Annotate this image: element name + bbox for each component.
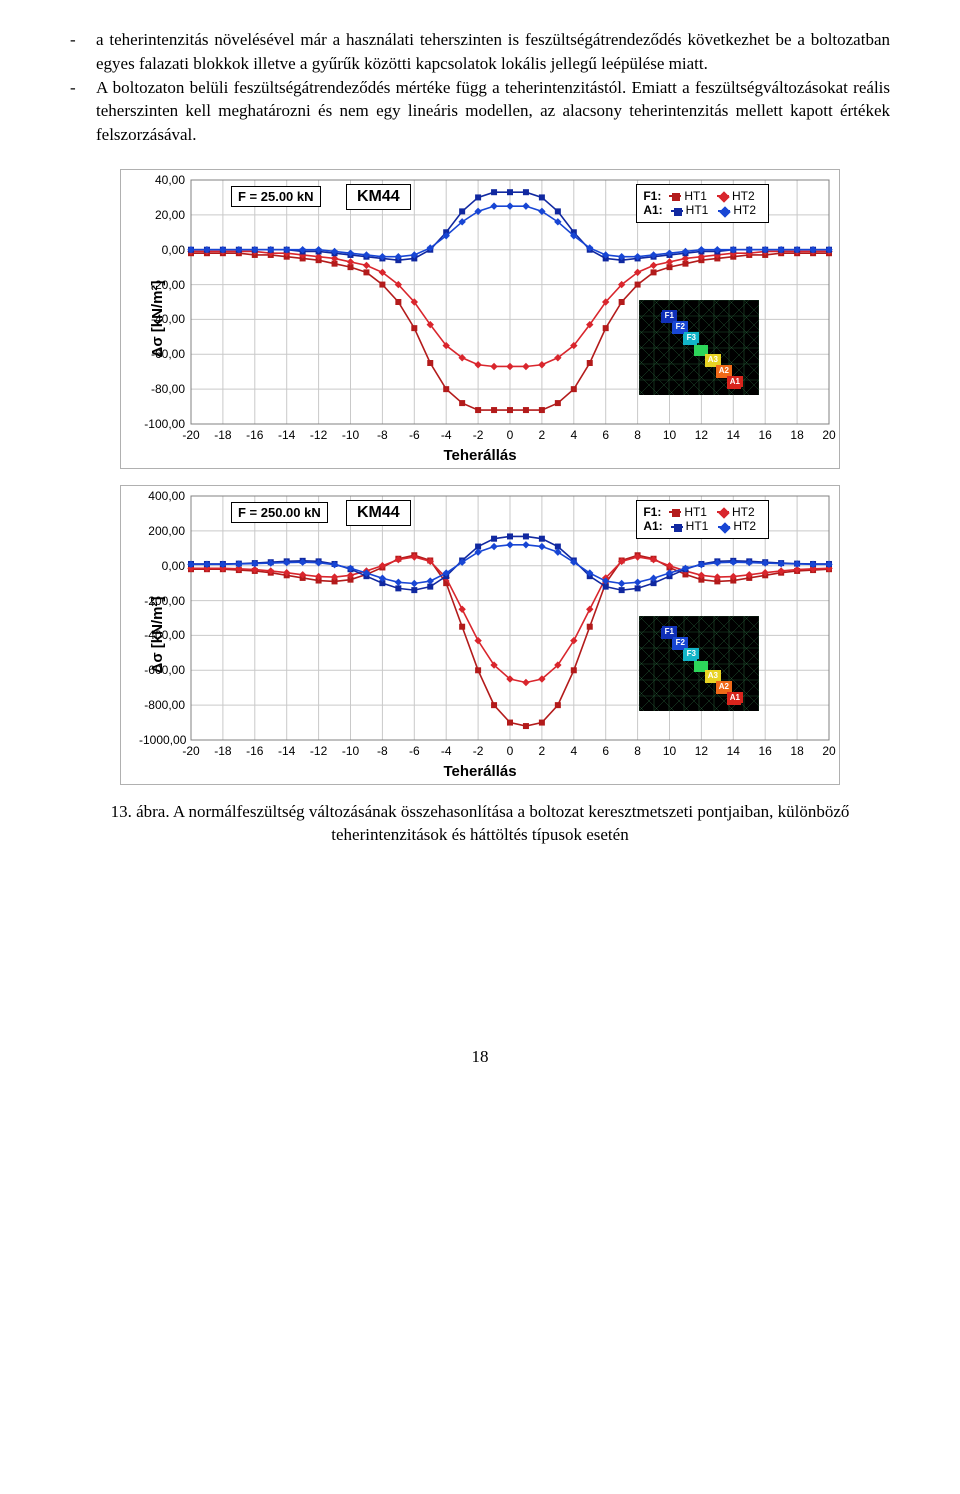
x-tick-label: 20 <box>822 744 835 758</box>
x-tick-label: 10 <box>663 744 676 758</box>
x-tick-label: -18 <box>214 744 231 758</box>
x-tick-label: -14 <box>278 744 295 758</box>
x-tick-label: 14 <box>727 744 740 758</box>
thumb-label: F1 <box>662 626 677 637</box>
x-tick-label: -2 <box>473 744 484 758</box>
chart-title-badge: KM44 <box>346 500 411 526</box>
x-tick-label: -10 <box>342 744 359 758</box>
x-tick-label: 8 <box>634 428 641 442</box>
thumb-label: F1 <box>662 310 677 321</box>
thumb-label: A1 <box>727 692 743 703</box>
x-tick-label: 0 <box>507 744 514 758</box>
thumb-label: A3 <box>705 670 721 681</box>
y-tick-label: 20,00 <box>139 208 185 222</box>
figure-caption: 13. ábra. A normálfeszültség változásána… <box>70 801 890 847</box>
bullet-list: -a teherintenzitás növelésével már a has… <box>70 28 890 147</box>
x-tick-label: 2 <box>539 744 546 758</box>
legend: F1:HT1HT2A1:HT1HT2 <box>636 500 769 539</box>
thumb-label: A2 <box>716 365 732 376</box>
y-tick-label: 200,00 <box>139 524 185 538</box>
x-tick-label: -16 <box>246 744 263 758</box>
x-tick-label: -16 <box>246 428 263 442</box>
x-tick-label: 14 <box>727 428 740 442</box>
x-tick-label: 12 <box>695 744 708 758</box>
x-tick-label: -20 <box>182 744 199 758</box>
x-axis-label: Teherállás <box>443 763 516 780</box>
y-tick-label: 0,00 <box>139 243 185 257</box>
x-tick-label: -18 <box>214 428 231 442</box>
y-tick-label: -100,00 <box>139 417 185 431</box>
thumb-label: F3 <box>684 332 699 343</box>
y-tick-label: -80,00 <box>139 382 185 396</box>
page-number: 18 <box>70 1047 890 1067</box>
x-tick-label: 16 <box>759 744 772 758</box>
thumb-label: F3 <box>684 648 699 659</box>
x-tick-label: -10 <box>342 428 359 442</box>
x-tick-label: 12 <box>695 428 708 442</box>
y-tick-label: -1000,00 <box>139 733 185 747</box>
thumbnail-mesh: F1F2F3 A3A2A1 <box>639 616 759 711</box>
thumb-label: A1 <box>727 376 743 387</box>
y-tick-label: 0,00 <box>139 559 185 573</box>
x-tick-label: -4 <box>441 428 452 442</box>
x-tick-label: -2 <box>473 428 484 442</box>
y-axis-label: Δσ [kN/m²] <box>149 281 166 358</box>
x-tick-label: -4 <box>441 744 452 758</box>
x-tick-label: 16 <box>759 428 772 442</box>
chart-title-badge: KM44 <box>346 184 411 210</box>
x-tick-label: 18 <box>790 744 803 758</box>
chart-km44-250kn: 400,00200,000,00-200,00-400,00-600,00-80… <box>120 485 840 785</box>
y-axis-label: Δσ [kN/m²] <box>149 597 166 674</box>
x-tick-label: -20 <box>182 428 199 442</box>
thumb-label: A2 <box>716 681 732 692</box>
y-tick-label: 400,00 <box>139 489 185 503</box>
chart-km44-25kn: 40,0020,000,00-20,00-40,00-60,00-80,00-1… <box>120 169 840 469</box>
x-tick-label: -6 <box>409 744 420 758</box>
thumb-label: A3 <box>705 354 721 365</box>
x-tick-label: -14 <box>278 428 295 442</box>
x-tick-label: 20 <box>822 428 835 442</box>
force-badge: F = 250.00 kN <box>231 502 328 523</box>
x-tick-label: 0 <box>507 428 514 442</box>
x-axis-label: Teherállás <box>443 447 516 464</box>
x-tick-label: 8 <box>634 744 641 758</box>
thumb-label: F2 <box>673 637 688 648</box>
x-tick-label: 6 <box>602 428 609 442</box>
x-tick-label: -6 <box>409 428 420 442</box>
y-tick-label: 40,00 <box>139 173 185 187</box>
x-tick-label: 2 <box>539 428 546 442</box>
thumb-label: F2 <box>673 321 688 332</box>
thumbnail-mesh: F1F2F3 A3A2A1 <box>639 300 759 395</box>
x-tick-label: -8 <box>377 744 388 758</box>
legend: F1:HT1HT2A1:HT1HT2 <box>636 184 769 223</box>
x-tick-label: 4 <box>570 428 577 442</box>
x-tick-label: 6 <box>602 744 609 758</box>
force-badge: F = 25.00 kN <box>231 186 321 207</box>
x-tick-label: 4 <box>570 744 577 758</box>
y-tick-label: -800,00 <box>139 698 185 712</box>
x-tick-label: -12 <box>310 744 327 758</box>
x-tick-label: -12 <box>310 428 327 442</box>
x-tick-label: 10 <box>663 428 676 442</box>
bullet-text: A boltozaton belüli feszültségátrendeződ… <box>96 76 890 147</box>
x-tick-label: -8 <box>377 428 388 442</box>
x-tick-label: 18 <box>790 428 803 442</box>
bullet-text: a teherintenzitás növelésével már a hasz… <box>96 28 890 76</box>
